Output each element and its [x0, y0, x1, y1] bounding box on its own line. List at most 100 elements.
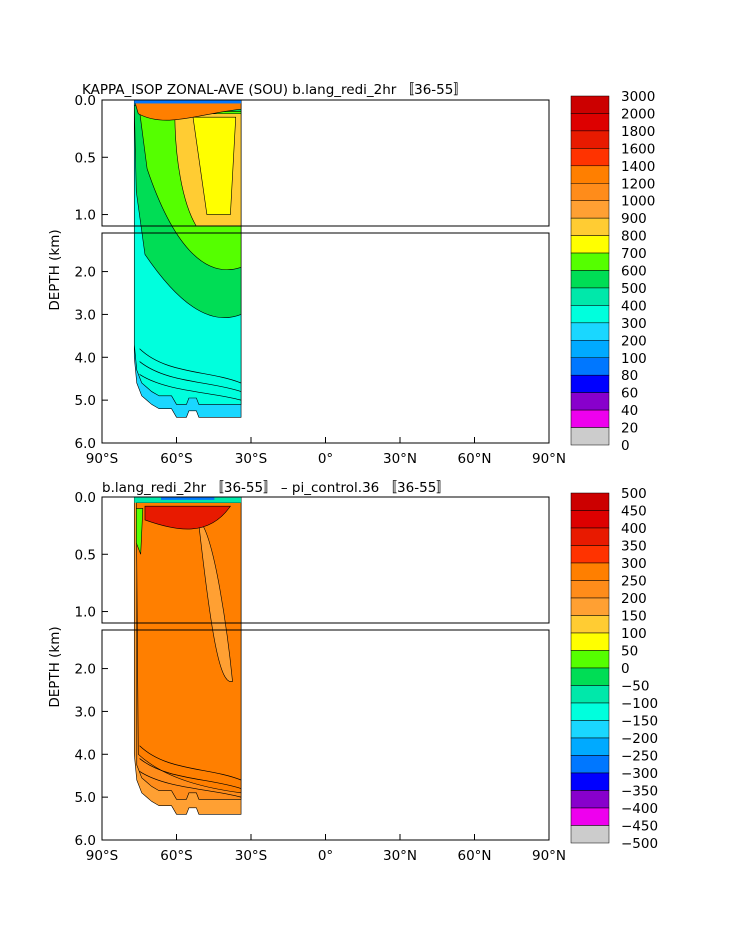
y-tick-label: 5.0	[75, 790, 96, 806]
colorbar-label: 300	[621, 316, 647, 332]
y-tick-label: 0.5	[75, 547, 96, 563]
x-tick-label: 90°S	[86, 848, 119, 864]
colorbar-swatch	[570, 409, 610, 428]
colorbar-swatch	[570, 720, 610, 739]
colorbar-label: 600	[621, 264, 647, 280]
y-tick-label: 0.0	[75, 93, 96, 109]
colorbar-label: 0	[621, 438, 630, 454]
colorbar-swatch	[570, 287, 610, 306]
y-tick-label: 6.0	[75, 833, 96, 849]
upper-frame	[101, 496, 550, 624]
colorbar-label: 200	[621, 591, 647, 607]
colorbar-swatch	[570, 667, 610, 686]
colorbar-label: 20	[621, 421, 638, 437]
y-tick-label: 3.0	[75, 307, 96, 323]
surface-band-deep	[160, 497, 215, 500]
colorbar-swatch	[570, 702, 610, 721]
colorbar-swatch	[570, 305, 610, 324]
contour-line	[139, 361, 242, 392]
colorbar-label: −300	[621, 766, 658, 782]
y-tick-label: 4.0	[75, 350, 96, 366]
colorbar-swatch	[570, 148, 610, 167]
colorbar-swatch	[570, 340, 610, 358]
x-tick-label: 60°N	[457, 451, 491, 467]
colorbar-label: 1800	[621, 124, 655, 140]
colorbar-label: 1000	[621, 194, 655, 210]
colorbar-label: 80	[621, 368, 638, 384]
colorbar-swatch	[570, 527, 610, 546]
colorbar-label: 250	[621, 574, 647, 590]
x-tick-label: 30°N	[383, 451, 417, 467]
x-tick-label: 30°S	[235, 451, 268, 467]
x-tick-label: 90°S	[86, 451, 119, 467]
contour-line	[139, 758, 242, 789]
region-coast	[135, 508, 144, 555]
colorbar-label: −100	[621, 696, 658, 712]
y-tick-label: 5.0	[75, 393, 96, 409]
colorbar-label: 0	[621, 661, 630, 677]
colorbar-label: −450	[621, 819, 658, 835]
axes: 0.0 0.5 1.0 2.0 3.0 4.0 5.0 6.090°S 60°S 30°S 0° 30…	[75, 490, 567, 864]
colorbar-label: 60	[621, 386, 638, 402]
colorbar-swatch	[570, 790, 610, 809]
colorbar-swatch	[570, 270, 610, 289]
colorbar-label: 900	[621, 211, 647, 227]
x-tick-label: 0°	[318, 451, 333, 467]
colorbar-swatch	[570, 165, 610, 184]
colorbar-swatch	[570, 685, 610, 704]
colorbar-swatch	[570, 183, 610, 201]
contour-plot	[133, 496, 242, 815]
colorbar-swatch	[570, 650, 610, 669]
colorbar-swatch	[570, 580, 610, 599]
colorbar-swatch	[570, 615, 610, 634]
colorbar-label: 450	[621, 504, 647, 520]
y-tick-label: 1.0	[75, 605, 96, 621]
contour-line	[139, 348, 242, 384]
panel-title: KAPPA_ISOP ZONAL-AVE (SOU) b.lang_redi_2…	[82, 82, 467, 98]
top-panel: KAPPA_ISOP ZONAL-AVE (SOU) b.lang_redi_2…	[47, 82, 655, 467]
colorbar-label: 100	[621, 626, 647, 642]
colorbar-swatch	[570, 95, 610, 114]
axes: 0.0 0.5 1.0 2.0 3.0 4.0 5.0 6.090°S 60°S 30°S 0° 30…	[75, 93, 567, 467]
colorbar-swatch	[570, 217, 610, 236]
colorbar-label: −350	[621, 784, 658, 800]
x-tick-label: 60°S	[160, 848, 193, 864]
x-tick-label: 30°S	[235, 848, 268, 864]
y-tick-label: 2.0	[75, 265, 96, 281]
colorbar-label: 100	[621, 351, 647, 367]
y-tick-label: 2.0	[75, 662, 96, 678]
contour-line	[139, 745, 242, 781]
surface-band	[134, 100, 242, 104]
colorbar-swatch	[570, 492, 610, 511]
colorbar-label: 500	[621, 281, 647, 297]
colorbar-swatch	[570, 510, 610, 529]
contour-line	[139, 374, 242, 401]
y-tick-label: 0.5	[75, 150, 96, 166]
colorbar: 3000200018001600140012001000900800700600…	[570, 89, 655, 454]
y-tick-label: 0.0	[75, 490, 96, 506]
colorbar-swatch	[570, 772, 610, 791]
colorbar-label: −150	[621, 714, 658, 730]
colorbar-label: 200	[621, 333, 647, 349]
colorbar-swatch	[570, 374, 610, 393]
region-1400	[133, 99, 242, 121]
colorbar-label: −250	[621, 749, 658, 765]
colorbar-swatch	[570, 825, 610, 844]
x-tick-label: 90°N	[532, 451, 566, 467]
colorbar-swatch	[570, 807, 610, 826]
contour-plot	[133, 99, 242, 418]
colorbar-label: 700	[621, 246, 647, 262]
colorbar-label: 2000	[621, 106, 655, 122]
colorbar-label: 400	[621, 521, 647, 537]
region-900	[192, 116, 237, 215]
upper-frame	[101, 99, 550, 227]
colorbar-swatch	[570, 755, 610, 774]
colorbar-label: 1600	[621, 141, 655, 157]
colorbar-swatch	[570, 427, 610, 446]
x-tick-label: 0°	[318, 848, 333, 864]
colorbar-label: −400	[621, 801, 658, 817]
region-350	[144, 505, 231, 530]
y-axis-label: DEPTH (km)	[47, 626, 63, 707]
